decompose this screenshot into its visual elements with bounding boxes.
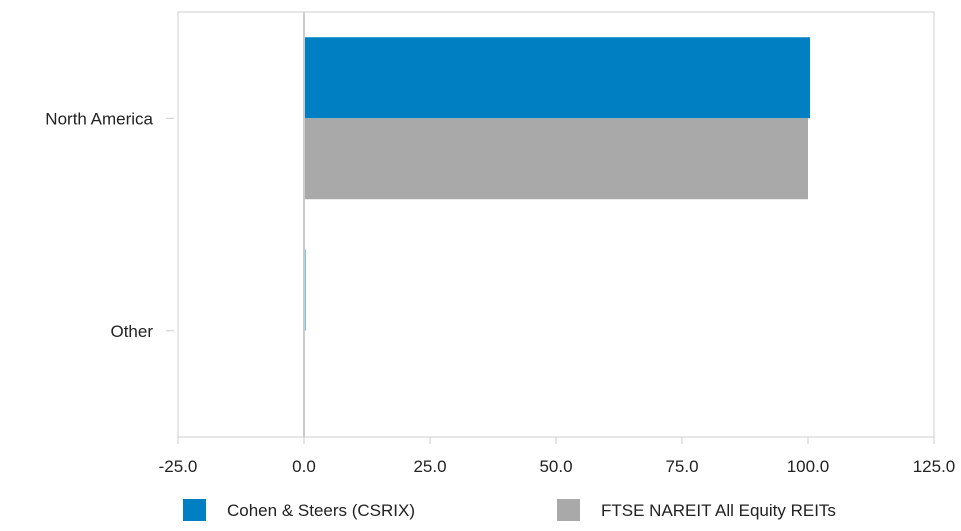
x-tick-label: -25.0	[159, 457, 198, 476]
x-tick-label: 50.0	[539, 457, 572, 476]
y-tick-label: North America	[45, 109, 153, 128]
bar	[304, 118, 808, 200]
legend-swatch	[557, 499, 580, 521]
x-tick-label: 100.0	[787, 457, 830, 476]
x-tick-label: 125.0	[913, 457, 956, 476]
bar	[304, 37, 811, 119]
x-tick-label: 0.0	[292, 457, 316, 476]
legend-label: FTSE NAREIT All Equity REITs	[601, 501, 836, 520]
legend-swatch	[183, 499, 206, 521]
x-tick-label: 25.0	[413, 457, 446, 476]
y-tick-label: Other	[110, 322, 153, 341]
legend-label: Cohen & Steers (CSRIX)	[227, 501, 415, 520]
x-tick-label: 75.0	[665, 457, 698, 476]
